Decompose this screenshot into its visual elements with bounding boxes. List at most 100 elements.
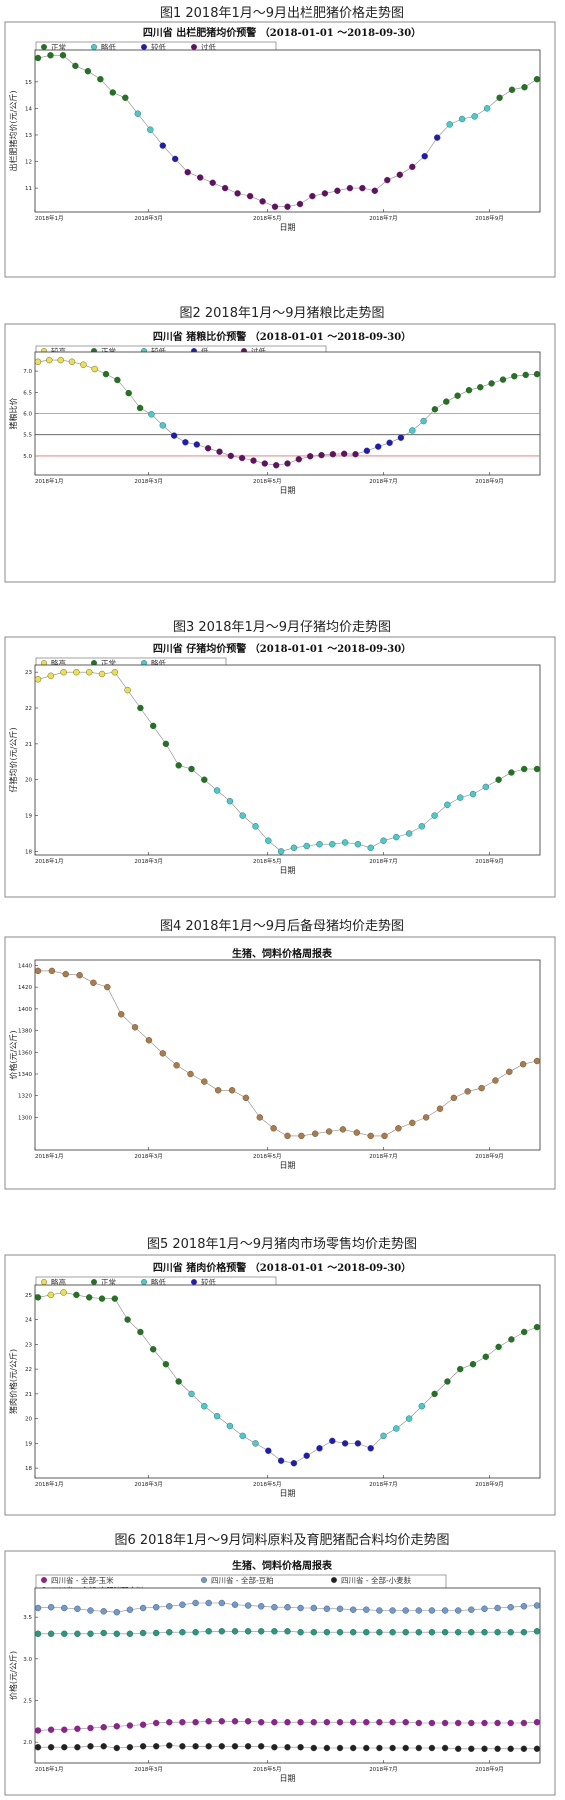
data-point	[533, 1057, 541, 1065]
chart-heading: 图1 2018年1月～9月出栏肥猪价格走势图	[160, 5, 404, 21]
data-point	[271, 203, 279, 210]
data-point	[477, 384, 484, 391]
data-point	[152, 1719, 160, 1727]
data-point	[193, 441, 201, 448]
data-point	[295, 456, 302, 463]
data-point	[277, 848, 285, 855]
y-tick-label: 7.0	[23, 369, 32, 375]
data-point	[521, 765, 528, 773]
legend-marker	[200, 1576, 207, 1583]
data-point	[34, 1630, 42, 1638]
data-point	[482, 783, 489, 791]
data-point	[492, 1077, 499, 1084]
data-point	[478, 1084, 485, 1092]
x-tick-label: 2018年5月	[253, 1152, 282, 1160]
data-point	[284, 1743, 291, 1751]
chart-title: 四川省 猪粮比价预警 （2018-01-01 ～2018-09-30）	[153, 330, 411, 343]
data-point	[397, 434, 405, 441]
data-point	[350, 1744, 357, 1752]
legend-label: 略低	[151, 658, 166, 668]
data-point	[205, 1718, 212, 1725]
data-point	[124, 1316, 131, 1323]
data-point	[131, 1024, 139, 1031]
data-point	[113, 1608, 121, 1616]
data-point	[290, 1459, 298, 1467]
x-tick-label: 2018年1月	[35, 1765, 64, 1773]
data-point	[231, 1743, 239, 1750]
data-point	[98, 1295, 106, 1302]
data-point	[47, 1603, 55, 1611]
data-point	[494, 1628, 501, 1636]
data-point	[312, 1130, 319, 1137]
data-point	[415, 1719, 422, 1727]
data-point	[402, 1628, 409, 1636]
data-point	[166, 1603, 173, 1610]
data-point	[113, 1744, 121, 1752]
x-tick-label: 2018年3月	[134, 1765, 163, 1773]
x-tick-label: 2018年1月	[35, 1152, 64, 1160]
data-point	[271, 1603, 278, 1611]
data-point	[244, 1602, 252, 1609]
y-tick-label: 21	[25, 1392, 32, 1398]
legend-label: 略低	[151, 1277, 166, 1287]
data-point	[350, 1718, 357, 1726]
data-point	[297, 1628, 304, 1636]
data-point	[334, 187, 341, 195]
data-point	[469, 1360, 477, 1368]
x-axis-label: 日期	[280, 1489, 296, 1498]
data-point	[126, 1630, 134, 1638]
data-point	[455, 1628, 462, 1636]
x-tick-label: 2018年7月	[369, 1765, 398, 1773]
data-point	[238, 454, 246, 462]
data-point	[34, 676, 42, 683]
data-point	[421, 152, 428, 160]
data-point	[481, 1628, 488, 1636]
data-point	[297, 1718, 304, 1726]
data-point	[329, 451, 337, 458]
y-tick-label: 1320	[18, 1094, 32, 1100]
data-point	[310, 1628, 317, 1636]
data-point	[76, 972, 83, 979]
data-point	[271, 1628, 278, 1635]
data-point	[376, 1607, 383, 1614]
data-point	[234, 190, 241, 197]
data-point	[34, 358, 42, 365]
x-axis-label: 日期	[280, 1161, 296, 1170]
legend-label: 较低	[151, 346, 166, 356]
x-tick-label: 2018年9月	[475, 1765, 504, 1773]
data-point	[62, 970, 69, 978]
data-point	[384, 176, 391, 184]
chart-title: 生猪、饲料价格周报表	[232, 1559, 333, 1572]
data-point	[431, 1390, 438, 1398]
data-point	[74, 1743, 81, 1751]
data-point	[91, 365, 98, 373]
x-tick-label: 2018年9月	[475, 214, 504, 222]
data-point	[73, 669, 80, 676]
legend-label: 正常	[51, 43, 66, 52]
data-point	[507, 1745, 514, 1753]
data-point	[227, 452, 235, 460]
y-tick-label: 21	[25, 742, 32, 748]
data-point	[259, 198, 266, 205]
data-point	[231, 1628, 239, 1635]
y-tick-label: 14	[25, 106, 32, 112]
legend-label: 较高	[51, 346, 66, 356]
data-point	[396, 171, 403, 179]
data-point	[47, 1630, 55, 1638]
data-point	[415, 1607, 422, 1614]
data-point	[303, 842, 310, 850]
data-point	[187, 1070, 194, 1078]
data-point	[179, 1601, 186, 1608]
data-point	[354, 841, 362, 848]
data-point	[139, 1743, 147, 1750]
x-tick-label: 2018年1月	[35, 214, 64, 222]
chart-heading: 图3 2018年1月～9月仔猪均价走势图	[173, 619, 391, 635]
data-point	[316, 1445, 323, 1452]
data-point	[363, 1606, 370, 1613]
data-point	[34, 967, 42, 975]
data-point	[136, 404, 144, 412]
x-tick-label: 2018年9月	[475, 1480, 504, 1488]
data-point	[100, 1608, 107, 1615]
data-point	[375, 443, 382, 450]
